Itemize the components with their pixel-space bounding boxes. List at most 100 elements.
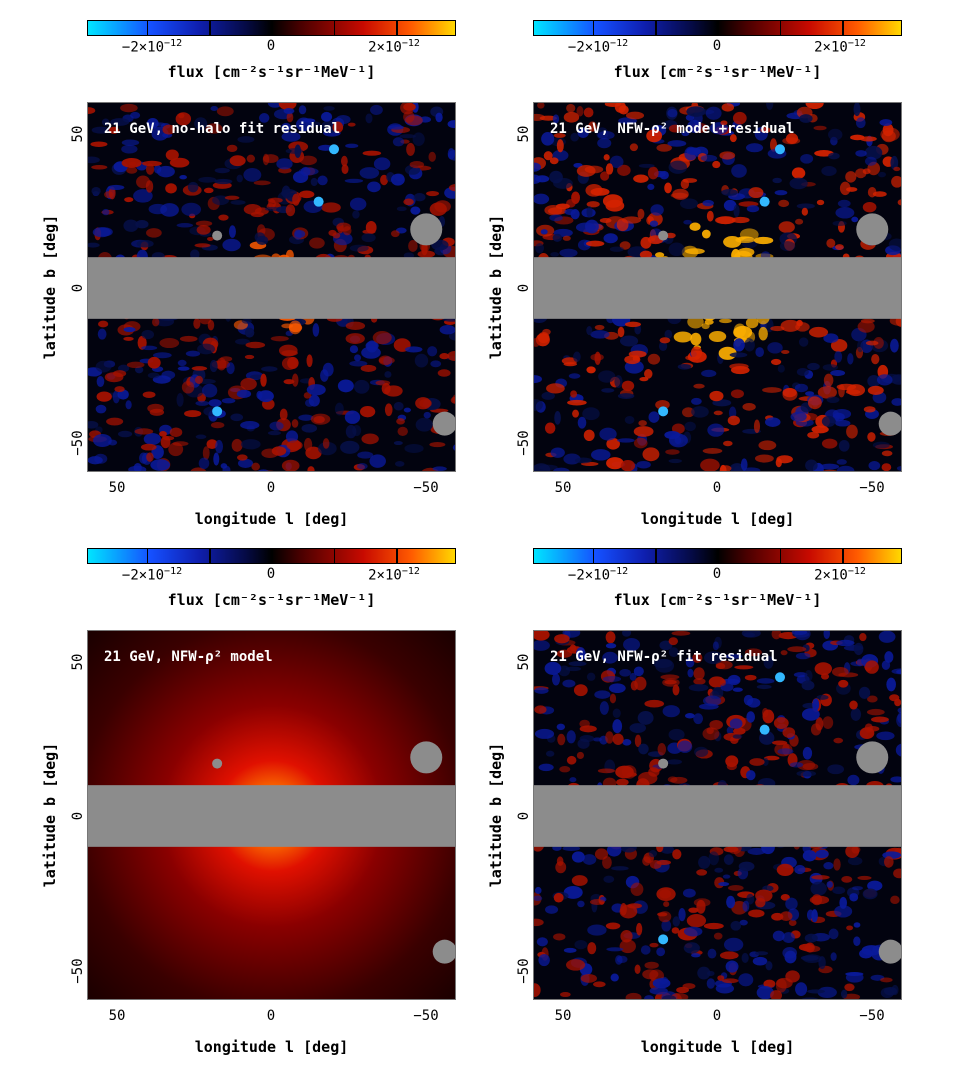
flux-blob (723, 854, 734, 865)
flux-blob (682, 983, 696, 990)
flux-blob (124, 197, 134, 203)
flux-blob (657, 743, 667, 756)
panel-top-right: −2×10−12 0 2×10−12 flux [cm⁻²s⁻¹sr⁻¹MeV⁻… (446, 0, 926, 540)
flux-blob (738, 861, 755, 872)
flux-blob (554, 634, 570, 644)
flux-blob (637, 208, 645, 220)
flux-blob (832, 220, 847, 226)
flux-blob (832, 886, 846, 895)
flux-blob (890, 776, 901, 783)
flux-blob (409, 161, 425, 169)
flux-blob (619, 939, 636, 954)
flux-blob (426, 190, 440, 197)
flux-blob (195, 400, 210, 406)
flux-blob (855, 150, 867, 157)
flux-blob (609, 246, 624, 252)
flux-blob (640, 945, 651, 955)
flux-blob (868, 461, 881, 471)
colorbar-tick-zero: 0 (266, 566, 276, 582)
flux-blob (380, 174, 389, 186)
flux-blob (356, 463, 368, 470)
flux-blob (559, 766, 571, 773)
flux-blob (681, 130, 690, 137)
flux-blob (332, 121, 344, 133)
flux-blob (354, 354, 362, 362)
flux-blob (831, 667, 849, 677)
flux-blob (687, 119, 702, 133)
flux-blob (191, 366, 208, 371)
x-tick-label: 50 (554, 480, 572, 496)
flux-blob (583, 107, 594, 118)
flux-blob (556, 723, 566, 731)
flux-blob (883, 856, 894, 868)
galactic-plane-mask (88, 257, 455, 319)
flux-blob (649, 220, 659, 227)
flux-blob (145, 163, 155, 175)
flux-blob (172, 441, 189, 447)
flux-blob (682, 407, 695, 418)
colorbar-tick-zero: 0 (712, 38, 722, 54)
flux-blob (298, 167, 319, 176)
flux-blob (709, 390, 724, 402)
flux-blob (802, 762, 819, 771)
y-axis-label: latitude b [deg] (41, 214, 59, 360)
flux-blob (726, 895, 736, 909)
flux-blob (557, 733, 566, 746)
flux-blob (153, 352, 172, 359)
flux-blob (718, 882, 730, 887)
flux-blob (707, 948, 717, 959)
flux-blob (260, 373, 267, 387)
flux-blob (801, 680, 815, 691)
flux-blob (629, 723, 647, 734)
flux-blob (755, 897, 766, 908)
flux-blob (369, 454, 386, 468)
flux-blob (585, 183, 603, 197)
source-mask (878, 411, 901, 436)
flux-blob (332, 232, 341, 239)
flux-blob (839, 181, 851, 196)
flux-blob (582, 407, 600, 421)
flux-blob (91, 186, 101, 196)
flux-blob (867, 880, 883, 891)
flux-blob (534, 640, 550, 651)
flux-blob (802, 945, 821, 953)
flux-blob (394, 461, 405, 467)
flux-blob (685, 657, 695, 668)
flux-blob (877, 171, 887, 178)
flux-blob (430, 360, 442, 368)
sky-map: 21 GeV, NFW-ρ² fit residual (533, 630, 902, 1000)
flux-blob (822, 716, 834, 730)
flux-blob (858, 686, 871, 699)
flux-blob (93, 434, 112, 447)
flux-blob (94, 453, 108, 464)
flux-blob (534, 162, 542, 172)
flux-blob (141, 329, 155, 340)
flux-blob (649, 942, 659, 948)
galactic-plane-mask (534, 785, 901, 847)
flux-blob (159, 338, 180, 349)
flux-blob (741, 631, 761, 638)
flux-blob (146, 117, 159, 129)
sky-map: 21 GeV, NFW-ρ² model+residual (533, 102, 902, 472)
flux-blob (611, 866, 629, 871)
source-mask (856, 741, 889, 774)
flux-blob (693, 678, 706, 685)
flux-blob (236, 454, 248, 461)
flux-blob (745, 143, 764, 153)
flux-blob (96, 376, 105, 388)
flux-blob (656, 144, 672, 152)
flux-blob (740, 458, 748, 471)
flux-blob (897, 711, 901, 724)
y-tick-label: −50 (70, 958, 86, 984)
flux-blob (537, 332, 550, 344)
flux-blob (573, 684, 588, 697)
flux-blob (439, 353, 450, 360)
flux-blob (688, 683, 709, 692)
flux-blob (298, 414, 314, 421)
flux-blob (697, 966, 711, 980)
flux-blob (871, 716, 889, 723)
x-axis-label: longitude l [deg] (194, 1038, 349, 1056)
flux-blob (878, 631, 896, 643)
flux-blob (285, 148, 303, 154)
flux-blob (88, 156, 100, 164)
